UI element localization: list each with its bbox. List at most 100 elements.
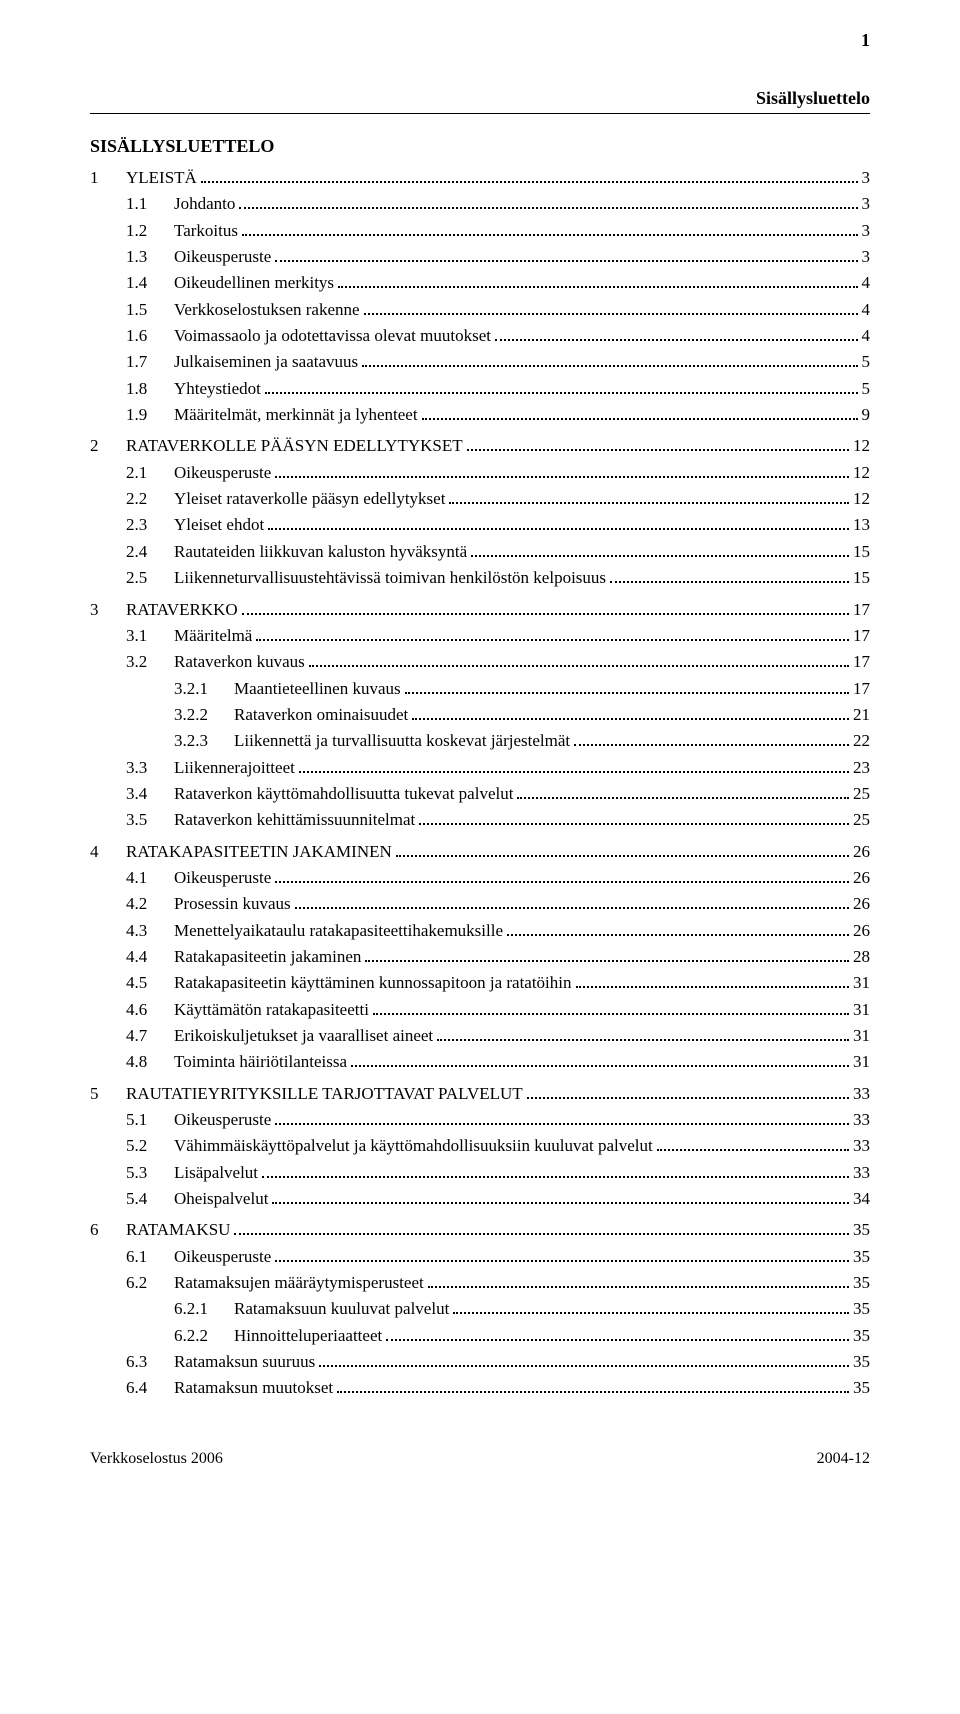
- toc-entry-label: Oikeusperuste: [174, 244, 271, 270]
- toc-entry-label: RATAVERKOLLE PÄÄSYN EDELLYTYKSET: [126, 433, 463, 459]
- toc-leader: [295, 892, 849, 909]
- toc-entry-page: 5: [862, 349, 871, 375]
- toc-entry-number: 3.2.1: [174, 676, 234, 702]
- toc-entry-number: 2.5: [126, 565, 174, 591]
- toc-leader: [610, 566, 849, 583]
- toc-entry: 1.6Voimassaolo ja odotettavissa olevat m…: [90, 323, 870, 349]
- toc-leader: [467, 434, 849, 451]
- toc-leader: [275, 866, 849, 883]
- toc-entry-page: 13: [853, 512, 870, 538]
- toc-entry-label: Oikeusperuste: [174, 865, 271, 891]
- toc-leader: [275, 245, 857, 262]
- toc-entry-number: 1.8: [126, 376, 174, 402]
- toc-leader: [386, 1323, 849, 1340]
- toc-entry-label: Liikennettä ja turvallisuutta koskevat j…: [234, 728, 570, 754]
- toc-leader: [275, 1244, 849, 1261]
- toc-leader: [419, 808, 849, 825]
- toc-entry-number: 1.9: [126, 402, 174, 428]
- toc-entry-label: Yleiset ehdot: [174, 512, 264, 538]
- toc-entry-number: 4.1: [126, 865, 174, 891]
- toc-entry-label: Verkkoselostuksen rakenne: [174, 297, 360, 323]
- toc-entry-page: 21: [853, 702, 870, 728]
- toc-entry-label: Yleiset rataverkolle pääsyn edellytykset: [174, 486, 445, 512]
- toc-leader: [309, 650, 849, 667]
- toc-entry: 1YLEISTÄ3: [90, 165, 870, 191]
- toc-entry-label: Voimassaolo ja odotettavissa olevat muut…: [174, 323, 491, 349]
- toc-entry-label: Ratamaksun suuruus: [174, 1349, 315, 1375]
- toc-entry-page: 12: [853, 433, 870, 459]
- toc-entry-label: Menettelyaikataulu ratakapasiteettihakem…: [174, 918, 503, 944]
- toc-leader: [338, 271, 857, 288]
- toc-entry-number: 1.7: [126, 349, 174, 375]
- footer-right: 2004-12: [817, 1450, 870, 1468]
- toc-entry: 6RATAMAKSU35: [90, 1217, 870, 1243]
- toc-entry-page: 33: [853, 1081, 870, 1107]
- page-footer: Verkkoselostus 2006 2004-12: [90, 1450, 870, 1468]
- toc-leader: [275, 1108, 849, 1125]
- toc-entry: 3.2.2Rataverkon ominaisuudet21: [90, 702, 870, 728]
- toc-entry: 1.8Yhteystiedot5: [90, 376, 870, 402]
- toc-leader: [262, 1160, 849, 1177]
- toc-entry: 4.7Erikoiskuljetukset ja vaaralliset ain…: [90, 1023, 870, 1049]
- toc-entry-label: Julkaiseminen ja saatavuus: [174, 349, 358, 375]
- toc-entry-page: 35: [853, 1270, 870, 1296]
- toc-entry-label: Erikoiskuljetukset ja vaaralliset aineet: [174, 1023, 433, 1049]
- toc-entry-label: RATAVERKKO: [126, 597, 238, 623]
- toc-entry-label: Rataverkon kuvaus: [174, 649, 305, 675]
- toc-entry-number: 5.1: [126, 1107, 174, 1133]
- toc-entry-page: 17: [853, 623, 870, 649]
- toc-leader: [242, 218, 858, 235]
- toc-entry-page: 22: [853, 728, 870, 754]
- toc-entry-label: Vähimmäiskäyttöpalvelut ja käyttömahdoll…: [174, 1133, 653, 1159]
- toc-entry-number: 2.3: [126, 512, 174, 538]
- toc-entry-label: Ratamaksun muutokset: [174, 1375, 333, 1401]
- toc-entry-page: 5: [862, 376, 871, 402]
- toc-entry: 3.1Määritelmä17: [90, 623, 870, 649]
- toc-entry-page: 25: [853, 807, 870, 833]
- toc-entry-label: Tarkoitus: [174, 218, 238, 244]
- toc-entry-page: 26: [853, 918, 870, 944]
- toc-entry-label: Oikeusperuste: [174, 460, 271, 486]
- toc-entry-page: 26: [853, 839, 870, 865]
- toc-entry-page: 25: [853, 781, 870, 807]
- toc-entry-label: Liikennerajoitteet: [174, 755, 295, 781]
- toc-leader: [365, 945, 849, 962]
- toc-entry-number: 6.4: [126, 1375, 174, 1401]
- toc-entry-number: 1.5: [126, 297, 174, 323]
- toc-entry-label: Rataverkon käyttömahdollisuutta tukevat …: [174, 781, 513, 807]
- toc-entry-label: Ratamaksujen määräytymisperusteet: [174, 1270, 424, 1296]
- toc-entry: 2.3Yleiset ehdot 13: [90, 512, 870, 538]
- toc-leader: [265, 376, 858, 393]
- toc-entry-label: YLEISTÄ: [126, 165, 197, 191]
- toc-entry: 1.4Oikeudellinen merkitys4: [90, 270, 870, 296]
- toc-entry: 5.1Oikeusperuste33: [90, 1107, 870, 1133]
- toc-leader: [234, 1218, 849, 1235]
- toc-entry-page: 33: [853, 1160, 870, 1186]
- toc-entry-page: 17: [853, 649, 870, 675]
- toc-leader: [396, 839, 849, 856]
- toc-leader: [337, 1376, 849, 1393]
- toc-entry-number: 4.4: [126, 944, 174, 970]
- toc-leader: [471, 540, 849, 557]
- toc-entry-number: 2: [90, 433, 126, 459]
- page-title: SISÄLLYSLUETTELO: [90, 136, 870, 157]
- toc-leader: [507, 918, 849, 935]
- toc-entry-page: 15: [853, 565, 870, 591]
- toc-entry-number: 5.3: [126, 1160, 174, 1186]
- toc-entry: 1.5Verkkoselostuksen rakenne4: [90, 297, 870, 323]
- toc-entry-label: RATAKAPASITEETIN JAKAMINEN: [126, 839, 392, 865]
- toc-entry: 3.2Rataverkon kuvaus17: [90, 649, 870, 675]
- toc-entry-page: 33: [853, 1133, 870, 1159]
- toc-leader: [422, 403, 858, 420]
- toc-entry-number: 2.4: [126, 539, 174, 565]
- toc-entry-page: 3: [862, 165, 871, 191]
- toc-entry: 4.2Prosessin kuvaus26: [90, 891, 870, 917]
- toc-entry-page: 35: [853, 1375, 870, 1401]
- toc-entry-label: Ratamaksuun kuuluvat palvelut: [234, 1296, 449, 1322]
- toc-leader: [449, 487, 849, 504]
- toc-entry-number: 1.6: [126, 323, 174, 349]
- toc-entry-label: Lisäpalvelut: [174, 1160, 258, 1186]
- toc-entry: 4RATAKAPASITEETIN JAKAMINEN26: [90, 839, 870, 865]
- header-section-label: Sisällysluettelo: [90, 88, 870, 114]
- toc-leader: [527, 1081, 849, 1098]
